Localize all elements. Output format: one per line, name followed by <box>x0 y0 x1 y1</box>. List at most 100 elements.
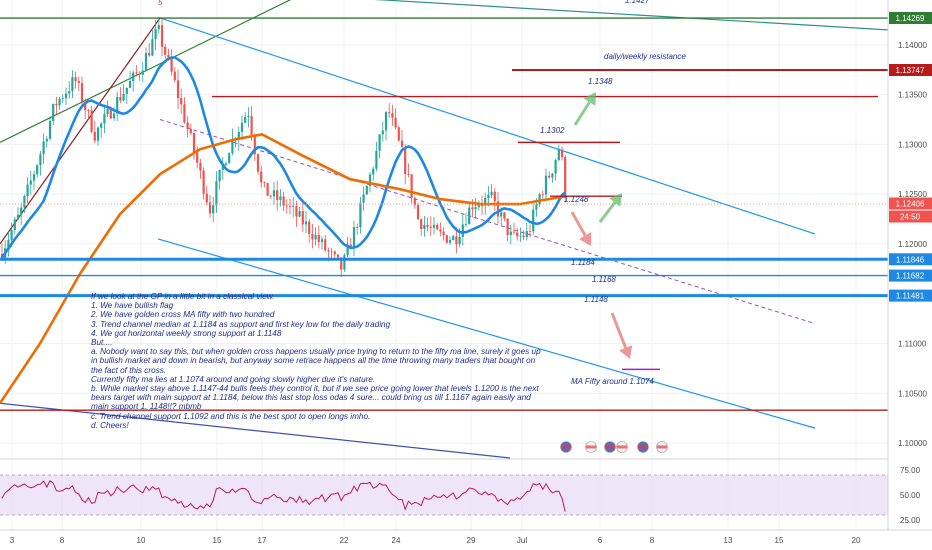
candle-body <box>554 160 557 174</box>
candle-31 <box>100 122 103 138</box>
candle-body <box>535 204 538 210</box>
price-badge-bg <box>889 253 932 266</box>
price-badge-label: 1.11846 <box>896 255 925 264</box>
candle-44 <box>141 62 144 83</box>
arrow-up-1 <box>573 92 596 126</box>
candle-9 <box>29 170 32 195</box>
candle-body <box>58 98 61 106</box>
candle-body <box>426 224 429 227</box>
time-tick-7: 29 <box>467 536 476 545</box>
candle-body <box>16 214 20 220</box>
candle-body <box>288 205 292 207</box>
candle-body <box>167 54 170 58</box>
candle-body <box>448 239 452 243</box>
candle-117 <box>375 141 378 172</box>
candle-69 <box>221 157 224 180</box>
candle-171 <box>548 171 551 179</box>
candle-56 <box>180 88 183 115</box>
candle-body <box>564 157 567 198</box>
candle-84 <box>269 194 272 199</box>
candle-body <box>544 175 548 195</box>
candle-body <box>170 57 173 72</box>
candle-body <box>525 231 528 238</box>
candle-81 <box>260 165 263 188</box>
time-axis[interactable]: 3 8 10 15 17 22 24 29 Jul 6 8 13 15 20 <box>0 529 932 545</box>
candle-118 <box>378 133 381 159</box>
flag-stripe <box>617 445 627 449</box>
price-badge-label: 1.11481 <box>896 292 925 301</box>
candle-111 <box>356 223 359 236</box>
candle-77 <box>247 107 250 128</box>
candle-165 <box>528 224 532 238</box>
candle-body <box>32 174 36 181</box>
resistance-trend-teal <box>373 0 889 31</box>
chart-annotations: 5 1.1427 daily/weekly resistance 1.1348 1.13… <box>158 0 686 386</box>
candle-body <box>340 257 343 270</box>
candle-body <box>253 135 256 155</box>
candle-body <box>125 87 128 94</box>
candle-145 <box>464 213 468 227</box>
candle-body <box>135 72 138 74</box>
candle-129 <box>413 196 416 209</box>
time-tick-5: 22 <box>340 536 349 545</box>
price-badge-1: 1.13747 <box>889 63 932 76</box>
candle-93 <box>298 207 301 218</box>
candle-155 <box>496 192 500 224</box>
price-badge-4: 1.11846 <box>889 253 932 266</box>
candle-body <box>522 235 525 238</box>
candle-body <box>23 196 26 208</box>
candle-body <box>458 236 461 245</box>
candle-body <box>263 182 266 184</box>
candle-body <box>68 91 71 94</box>
candle-body <box>484 197 487 206</box>
candle-39 <box>125 87 128 104</box>
candle-86 <box>276 180 279 211</box>
candle-162 <box>519 227 522 243</box>
candle-body <box>400 140 404 148</box>
price-axis[interactable]: 1.140001.135001.130001.125001.120001.115… <box>887 0 932 550</box>
candle-176 <box>564 154 567 203</box>
price-badge-3: 24:50 <box>889 210 932 223</box>
candle-body <box>516 232 519 237</box>
candle-body <box>77 81 80 84</box>
candle-36 <box>116 91 119 122</box>
candle-body <box>192 133 196 153</box>
arrow-shaft <box>598 201 616 223</box>
candle-body <box>151 39 154 56</box>
candle-120 <box>384 110 388 141</box>
candle-63 <box>202 167 205 200</box>
candle-body <box>349 244 352 248</box>
horizontal-levels <box>0 17 888 411</box>
candle-158 <box>506 218 509 242</box>
candle-body <box>276 190 279 201</box>
candle-body <box>74 77 77 82</box>
candle-body <box>71 77 74 92</box>
candle-124 <box>397 125 400 142</box>
price-badge-label: 1.11682 <box>896 272 925 281</box>
price-badge-bg <box>889 12 932 25</box>
candle-2 <box>7 231 10 257</box>
candle-58 <box>186 116 189 138</box>
price-tick-4: 1.12000 <box>898 240 927 249</box>
candle-140 <box>448 236 452 246</box>
event-icons <box>560 441 668 453</box>
candle-body <box>410 174 413 198</box>
candle-body <box>103 114 106 124</box>
candle-134 <box>429 216 432 237</box>
candle-body <box>394 117 397 128</box>
candle-6 <box>20 202 23 225</box>
candle-body <box>324 239 327 251</box>
candle-body <box>372 168 375 175</box>
candle-46 <box>148 42 151 57</box>
time-tick-8: Jul <box>517 536 527 545</box>
arrow-shaft <box>573 101 591 126</box>
candle-16 <box>52 103 55 126</box>
channel-lower <box>157 238 816 429</box>
candle-99 <box>317 225 320 249</box>
candle-body <box>84 102 87 111</box>
candle-131 <box>420 218 423 236</box>
candle-body <box>144 53 148 71</box>
candle-body <box>416 205 420 220</box>
price-tick-2: 1.13000 <box>898 140 927 149</box>
